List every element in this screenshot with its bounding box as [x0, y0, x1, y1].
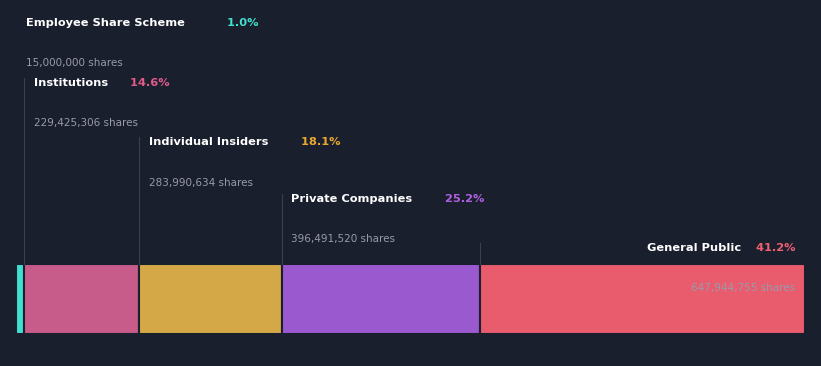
Text: 229,425,306 shares: 229,425,306 shares [34, 118, 138, 128]
Text: 25.2%: 25.2% [441, 194, 484, 203]
Text: 18.1%: 18.1% [296, 137, 340, 147]
Text: Employee Share Scheme: Employee Share Scheme [26, 18, 185, 28]
Bar [16, 264, 25, 334]
Text: 283,990,634 shares: 283,990,634 shares [149, 178, 253, 188]
Text: Individual Insiders: Individual Insiders [149, 137, 268, 147]
Text: 396,491,520 shares: 396,491,520 shares [291, 234, 395, 244]
Text: 15,000,000 shares: 15,000,000 shares [26, 58, 122, 68]
Bar [282, 264, 480, 334]
Text: General Public: General Public [647, 243, 741, 253]
Bar [480, 264, 805, 334]
Bar [25, 264, 140, 334]
Text: 647,944,755 shares: 647,944,755 shares [691, 283, 795, 293]
Text: 14.6%: 14.6% [126, 78, 169, 87]
Bar [140, 264, 282, 334]
Text: 41.2%: 41.2% [751, 243, 795, 253]
Text: 1.0%: 1.0% [222, 18, 258, 28]
Text: Private Companies: Private Companies [291, 194, 412, 203]
Text: Institutions: Institutions [34, 78, 108, 87]
